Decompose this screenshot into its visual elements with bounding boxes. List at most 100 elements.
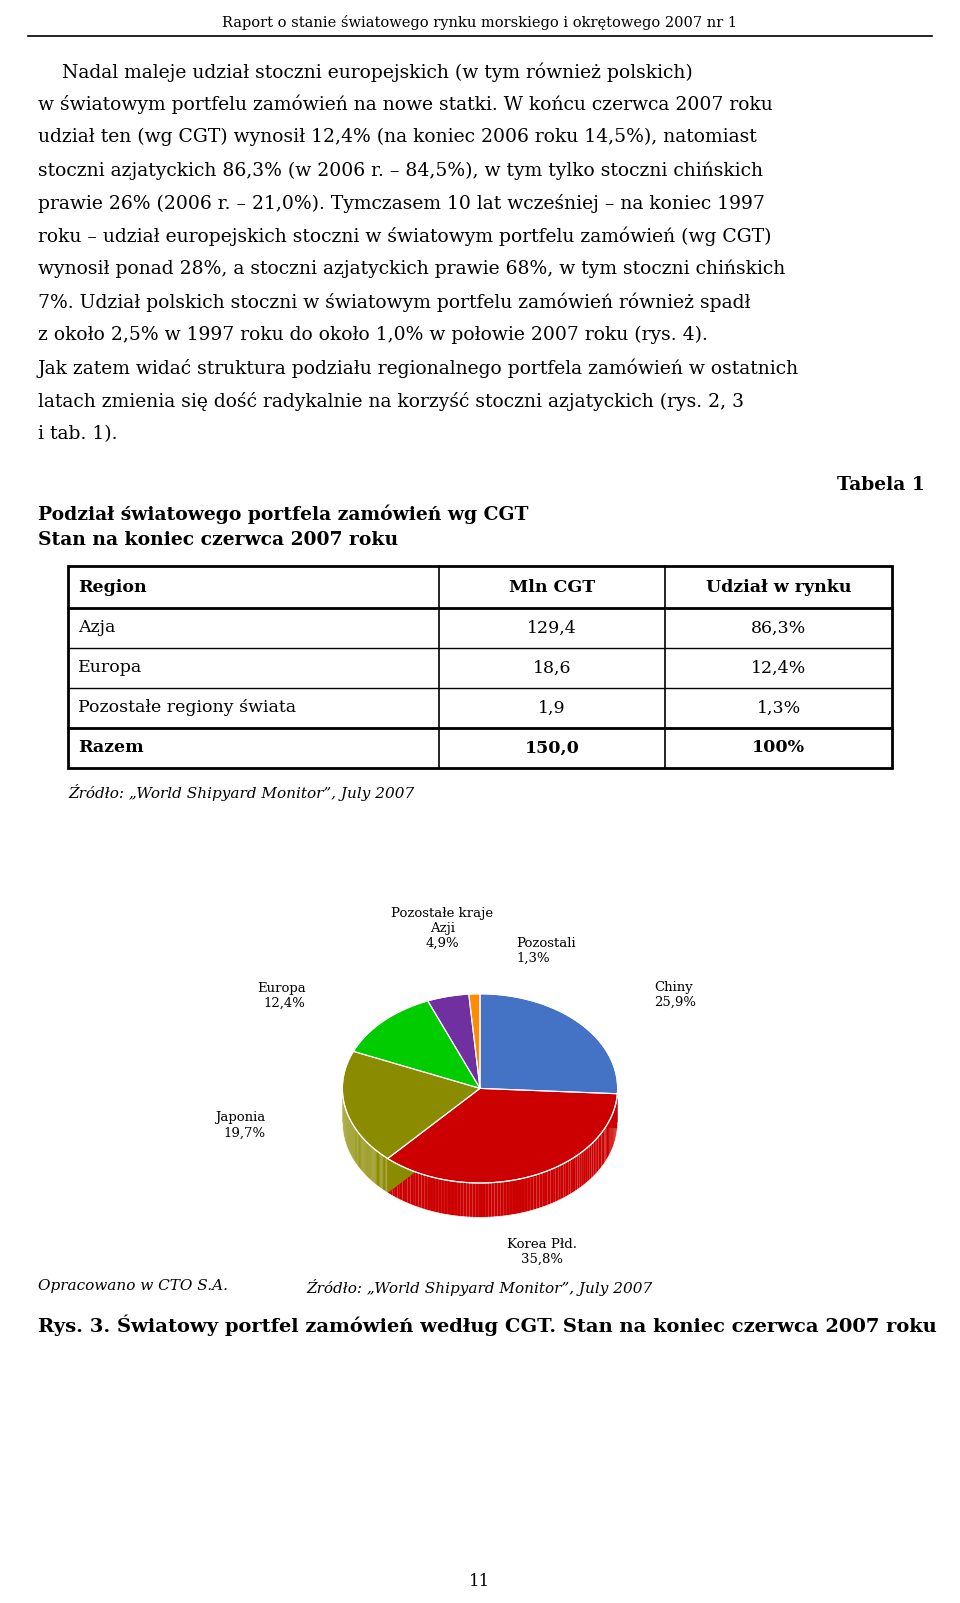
Polygon shape <box>385 1157 387 1193</box>
Polygon shape <box>480 1088 617 1129</box>
Text: Opracowano w CTO S.A.: Opracowano w CTO S.A. <box>38 1279 228 1294</box>
Text: 129,4: 129,4 <box>527 619 577 636</box>
Polygon shape <box>393 1162 395 1197</box>
Text: i tab. 1).: i tab. 1). <box>38 425 117 442</box>
Text: 12,4%: 12,4% <box>751 659 806 676</box>
Polygon shape <box>469 1183 472 1217</box>
Polygon shape <box>548 1170 550 1205</box>
Polygon shape <box>380 1154 381 1189</box>
Text: w światowym portfelu zamówień na nowe statki. W końcu czerwca 2007 roku: w światowym portfelu zamówień na nowe st… <box>38 95 773 114</box>
Polygon shape <box>384 1156 385 1191</box>
Polygon shape <box>570 1157 573 1194</box>
Polygon shape <box>444 1180 448 1215</box>
Polygon shape <box>542 1172 545 1207</box>
Polygon shape <box>553 1167 556 1202</box>
Polygon shape <box>388 1088 480 1193</box>
Polygon shape <box>600 1133 602 1169</box>
Text: Mln CGT: Mln CGT <box>509 579 595 595</box>
Text: Japonia
19,7%: Japonia 19,7% <box>215 1111 266 1140</box>
Polygon shape <box>419 1173 421 1209</box>
Polygon shape <box>564 1162 565 1197</box>
Text: 1,9: 1,9 <box>539 699 565 717</box>
Polygon shape <box>439 1178 442 1213</box>
Polygon shape <box>379 1153 380 1188</box>
Polygon shape <box>582 1151 584 1186</box>
Text: Źródło: „World Shipyard Monitor”, July 2007: Źródło: „World Shipyard Monitor”, July 2… <box>307 1279 653 1295</box>
Text: Chiny
25,9%: Chiny 25,9% <box>654 981 696 1008</box>
Text: 7%. Udział polskich stoczni w światowym portfelu zamówień również spadł: 7%. Udział polskich stoczni w światowym … <box>38 293 751 313</box>
Text: Raport o stanie światowego rynku morskiego i okrętowego 2007 nr 1: Raport o stanie światowego rynku morskie… <box>223 14 737 29</box>
Polygon shape <box>591 1141 593 1178</box>
Polygon shape <box>383 1156 384 1191</box>
Polygon shape <box>605 1127 606 1164</box>
Polygon shape <box>372 1148 373 1183</box>
Text: z około 2,5% w 1997 roku do około 1,0% w połowie 2007 roku (rys. 4).: z około 2,5% w 1997 roku do około 1,0% w… <box>38 325 708 345</box>
Polygon shape <box>374 1149 375 1185</box>
Polygon shape <box>588 1146 589 1181</box>
Polygon shape <box>433 1177 436 1212</box>
Polygon shape <box>593 1140 595 1177</box>
Polygon shape <box>578 1154 580 1189</box>
Polygon shape <box>377 1151 378 1186</box>
Polygon shape <box>408 1169 410 1204</box>
Polygon shape <box>371 1146 372 1181</box>
Polygon shape <box>388 1088 617 1183</box>
Text: Region: Region <box>78 579 147 595</box>
Polygon shape <box>561 1164 564 1199</box>
Polygon shape <box>492 1183 494 1217</box>
Polygon shape <box>464 1183 467 1217</box>
Polygon shape <box>416 1172 419 1207</box>
Text: Jak zatem widać struktura podziału regionalnego portfela zamówień w ostatnich: Jak zatem widać struktura podziału regio… <box>38 359 799 378</box>
Text: latach zmienia się dość radykalnie na korzyść stoczni azjatyckich (rys. 2, 3: latach zmienia się dość radykalnie na ko… <box>38 393 744 410</box>
Polygon shape <box>573 1157 575 1193</box>
Polygon shape <box>387 1157 388 1193</box>
Polygon shape <box>448 1180 451 1215</box>
Polygon shape <box>381 1154 383 1189</box>
Polygon shape <box>468 994 480 1088</box>
Polygon shape <box>545 1170 548 1205</box>
Text: 11: 11 <box>469 1574 491 1590</box>
Text: Podział światowego portfela zamówień wg CGT: Podział światowego portfela zamówień wg … <box>38 503 529 524</box>
Polygon shape <box>507 1181 510 1215</box>
Text: 100%: 100% <box>753 739 805 757</box>
Polygon shape <box>460 1181 464 1217</box>
Text: roku – udział europejskich stoczni w światowym portfelu zamówień (wg CGT): roku – udział europejskich stoczni w świ… <box>38 228 772 247</box>
Polygon shape <box>427 1175 430 1210</box>
Polygon shape <box>402 1167 405 1202</box>
Polygon shape <box>565 1161 568 1197</box>
Polygon shape <box>559 1165 561 1201</box>
Polygon shape <box>550 1169 553 1204</box>
Polygon shape <box>424 1175 427 1210</box>
Polygon shape <box>395 1162 397 1199</box>
Text: prawie 26% (2006 r. – 21,0%). Tymczasem 10 lat wcześniej – na koniec 1997: prawie 26% (2006 r. – 21,0%). Tymczasem … <box>38 194 765 213</box>
Text: 1,3%: 1,3% <box>756 699 801 717</box>
Polygon shape <box>454 1181 457 1217</box>
Polygon shape <box>367 1141 368 1177</box>
Polygon shape <box>482 1183 485 1217</box>
Text: udział ten (wg CGT) wynosił 12,4% (na koniec 2006 roku 14,5%), natomiast: udział ten (wg CGT) wynosił 12,4% (na ko… <box>38 128 756 146</box>
Polygon shape <box>428 994 480 1088</box>
Polygon shape <box>430 1177 433 1212</box>
Polygon shape <box>603 1129 605 1165</box>
Polygon shape <box>531 1175 534 1210</box>
Text: Tabela 1: Tabela 1 <box>837 476 925 494</box>
Polygon shape <box>479 1183 482 1217</box>
Polygon shape <box>472 1183 476 1217</box>
Text: stoczni azjatyckich 86,3% (w 2006 r. – 84,5%), w tym tylko stoczni chińskich: stoczni azjatyckich 86,3% (w 2006 r. – 8… <box>38 160 763 180</box>
Polygon shape <box>516 1180 519 1213</box>
Polygon shape <box>400 1165 402 1201</box>
Polygon shape <box>480 1088 617 1129</box>
Polygon shape <box>568 1159 570 1196</box>
Polygon shape <box>610 1119 611 1156</box>
Polygon shape <box>528 1177 531 1212</box>
Polygon shape <box>413 1172 416 1207</box>
Text: Europa
12,4%: Europa 12,4% <box>257 983 305 1010</box>
Polygon shape <box>370 1145 371 1180</box>
Polygon shape <box>584 1149 586 1185</box>
Text: 86,3%: 86,3% <box>751 619 806 636</box>
Text: Azja: Azja <box>78 619 115 636</box>
Polygon shape <box>534 1175 537 1210</box>
Text: 18,6: 18,6 <box>533 659 571 676</box>
Polygon shape <box>597 1137 598 1173</box>
Polygon shape <box>451 1181 454 1215</box>
